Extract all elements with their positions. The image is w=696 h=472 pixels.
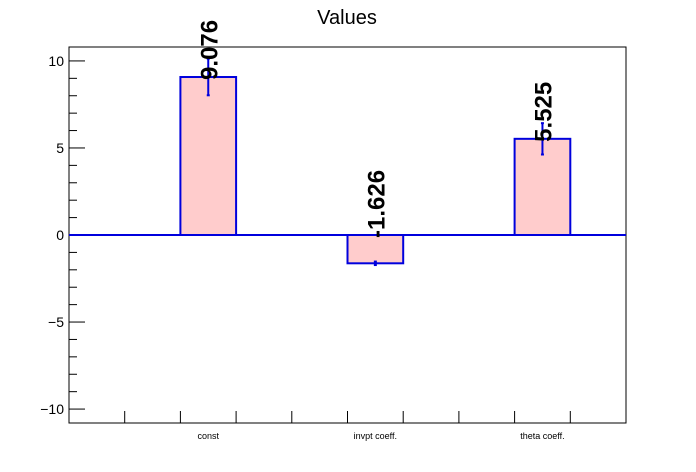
y-tick-label: −5 <box>48 314 64 330</box>
data-label: 5.525 <box>530 82 557 142</box>
bar <box>346 234 405 265</box>
data-labels: 9.076 -1.626 5.525 <box>196 20 557 238</box>
x-category-label: invpt coeff. <box>354 431 397 441</box>
y-tick-label: 0 <box>56 227 64 243</box>
chart-title: Values <box>317 7 377 29</box>
y-axis: −10 −5 0 5 10 <box>40 53 85 417</box>
x-category-label: const <box>197 431 219 441</box>
y-tick-label: 10 <box>48 53 64 69</box>
data-label: -1.626 <box>363 170 390 238</box>
x-axis: const invpt coeff. theta coeff. <box>124 411 571 441</box>
y-tick-label: −10 <box>40 401 64 417</box>
y-tick-label: 5 <box>56 140 64 156</box>
bar <box>179 76 238 236</box>
data-label: 9.076 <box>196 20 223 80</box>
x-category-label: theta coeff. <box>520 431 564 441</box>
bars <box>69 57 626 267</box>
